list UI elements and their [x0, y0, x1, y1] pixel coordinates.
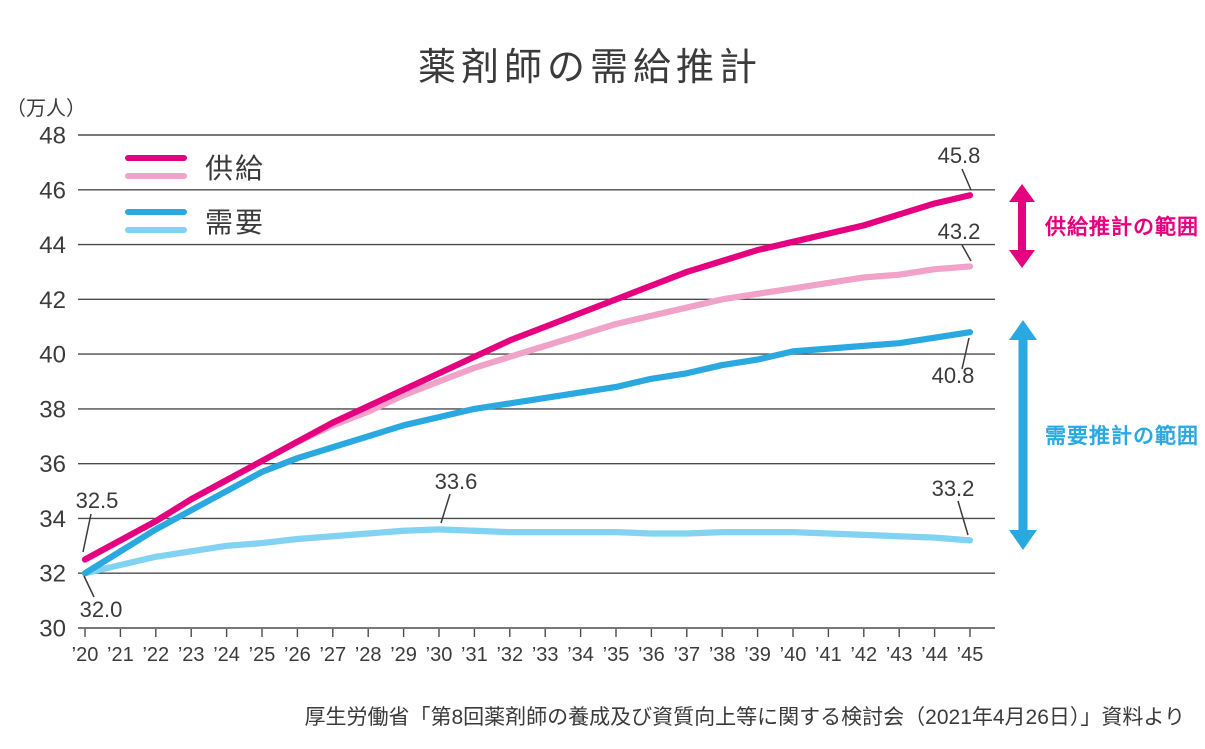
x-tick-label: ’43: [886, 644, 913, 666]
source-caption: 厚生労働省「第8回薬剤師の養成及び資質向上等に関する検討会（2021年4月26日…: [304, 706, 1185, 729]
x-tick-label: ’33: [532, 644, 559, 666]
series-line-supply_low: [81, 263, 974, 563]
x-tick-label: ’24: [213, 644, 240, 666]
x-tick-label: ’36: [638, 644, 665, 666]
x-tick-label: ’37: [673, 644, 700, 666]
y-tick-label: 34: [39, 506, 66, 533]
leader-line: [82, 513, 92, 553]
y-tick-label: 30: [39, 616, 66, 643]
point-value-label: 43.2: [938, 219, 981, 244]
line-chart-plot: 30 32 34 36 38 40 42 44 46 48 ’20 ’21 ’22 ’23 ’24 ’25 ’2…: [39, 123, 995, 666]
y-axis-unit-label: （万人）: [6, 98, 86, 120]
demand-high-line-swatch: [125, 209, 187, 215]
page-title: 薬剤師の需給推計: [417, 47, 762, 89]
point-value-label: 32.0: [80, 597, 123, 622]
point-value-label: 32.5: [76, 488, 119, 513]
demand-low-line-swatch: [125, 227, 187, 233]
y-tick-label: 36: [39, 451, 66, 478]
supply-range-annotation: 供給推計の範囲: [1009, 184, 1199, 268]
series-line-supply_high: [81, 192, 974, 563]
y-tick-label: 38: [39, 396, 66, 423]
point-value-label: 33.6: [435, 469, 478, 494]
x-tick-label: ’44: [921, 644, 948, 666]
y-tick-label: 32: [39, 561, 66, 588]
series-line-demand_high: [81, 329, 974, 577]
demand-range-double-arrow-icon: [1009, 320, 1037, 550]
legend-item-demand: 需要: [125, 201, 265, 241]
x-tick-label: ’38: [709, 644, 736, 666]
x-tick-label: ’21: [107, 644, 134, 666]
leader-line: [83, 575, 95, 598]
point-value-label: 33.2: [932, 476, 975, 501]
y-tick-label: 46: [39, 177, 66, 204]
x-tick-label: ’32: [496, 644, 523, 666]
x-tick-label: ’39: [744, 644, 771, 666]
x-tick-label: ’26: [284, 644, 311, 666]
x-tick-label: ’34: [567, 644, 594, 666]
y-tick-label: 42: [39, 287, 66, 314]
x-tick-label: ’31: [461, 644, 488, 666]
supply-range-label: 供給推計の範囲: [1045, 216, 1199, 239]
leader-line: [961, 244, 972, 262]
y-tick-label: 44: [39, 232, 66, 259]
leader-line: [440, 493, 451, 524]
x-tick-label: ’20: [72, 644, 99, 666]
series-line-demand_low: [81, 526, 974, 577]
leader-line: [961, 337, 970, 370]
legend-swatches-demand: [125, 209, 187, 233]
point-value-label: 45.8: [938, 143, 981, 168]
supply-low-line-swatch: [125, 173, 187, 179]
x-tick-label: ’28: [355, 644, 382, 666]
y-tick-label: 48: [39, 123, 66, 150]
x-tick-label: ’30: [426, 644, 453, 666]
demand-range-label: 需要推計の範囲: [1045, 425, 1199, 448]
x-tick-label: ’23: [178, 644, 205, 666]
legend-swatches-supply: [125, 155, 187, 179]
legend-item-supply: 供給: [125, 147, 265, 187]
supply-range-double-arrow-icon: [1009, 184, 1035, 268]
point-value-label: 40.8: [932, 363, 975, 388]
legend-label-demand: 需要: [205, 207, 266, 238]
x-tick-label: ’25: [249, 644, 276, 666]
x-tick-label: ’41: [815, 644, 842, 666]
x-tick-label: ’27: [319, 644, 346, 666]
x-tick-label: ’40: [780, 644, 807, 666]
x-tick-label: ’45: [957, 644, 984, 666]
y-tick-label: 40: [39, 342, 66, 369]
supply-high-line-swatch: [125, 155, 187, 161]
demand-range-annotation: 需要推計の範囲: [1009, 320, 1199, 550]
x-tick-label: ’22: [142, 644, 169, 666]
leader-line: [957, 500, 969, 536]
x-tick-label: ’35: [603, 644, 630, 666]
leader-line: [961, 168, 972, 191]
x-tick-label: ’42: [850, 644, 877, 666]
x-tick-label: ’29: [390, 644, 417, 666]
legend-label-supply: 供給: [205, 153, 266, 184]
